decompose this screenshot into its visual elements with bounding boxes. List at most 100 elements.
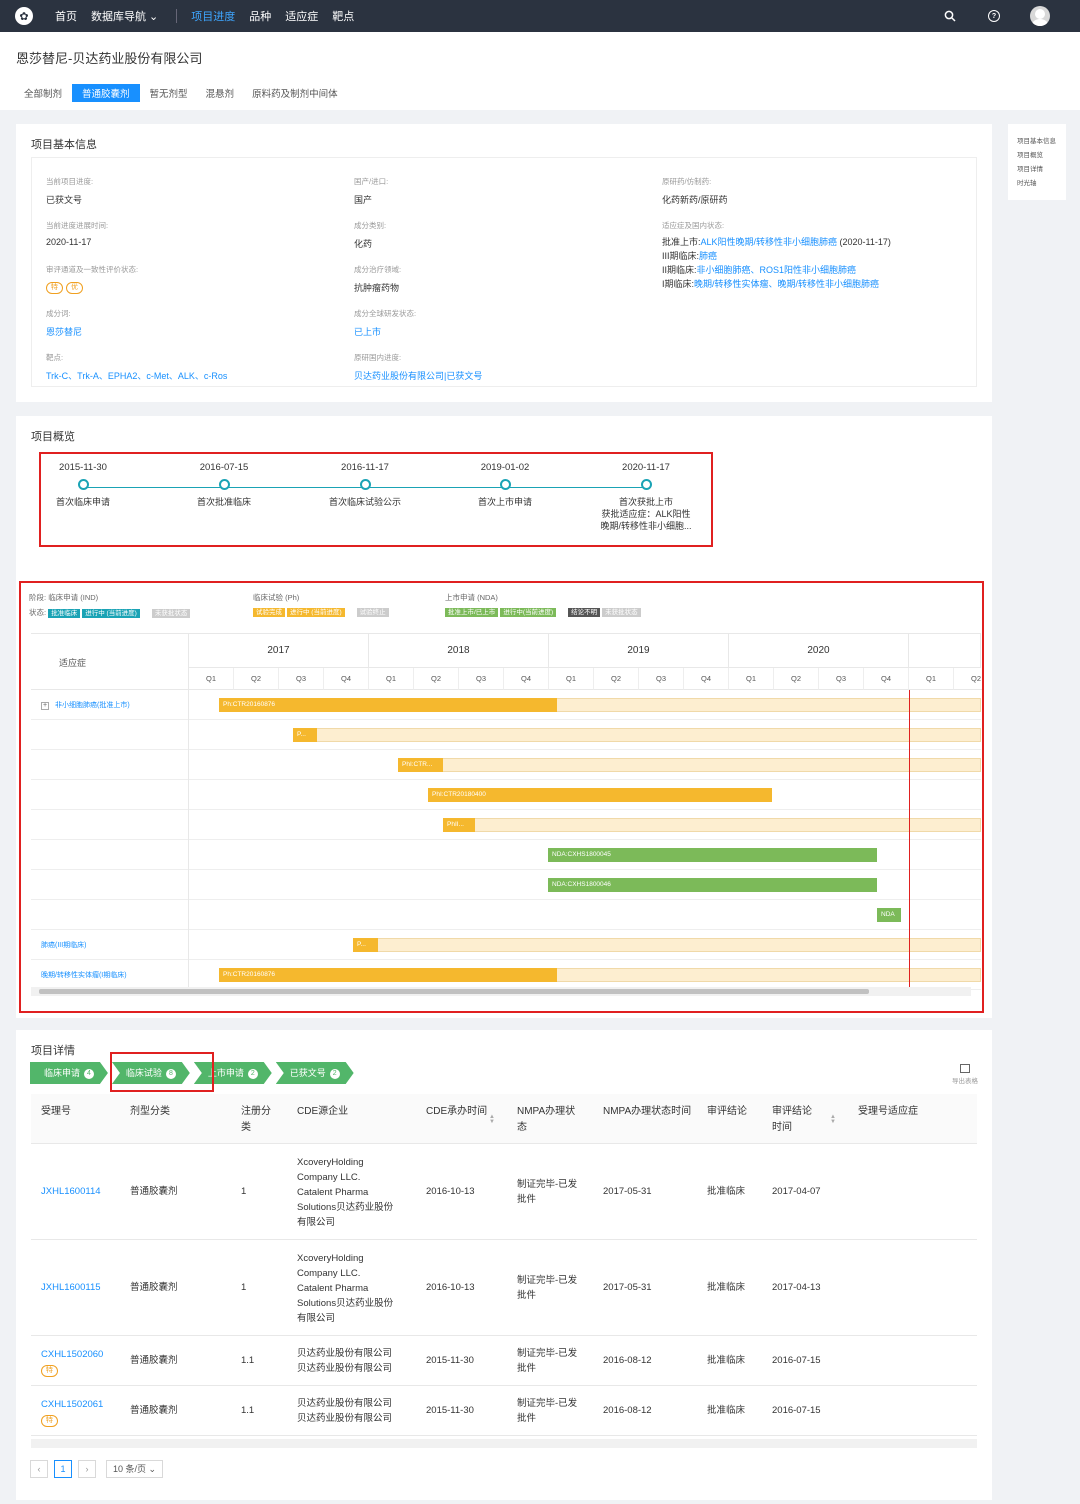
indication-link[interactable]: 晚期/转移性实体瘤、晚期/转移性非小细胞肺癌 xyxy=(694,279,880,289)
nav-home[interactable]: 首页 xyxy=(55,11,77,23)
detail-card: 项目详情 临床申请 4 临床试验 8 上市申请 2 已获文号 2 导出表格 受理号 剂型… xyxy=(16,1030,992,1500)
target-links[interactable]: Trk-C、Trk-A、EPHA2、c-Met、ALK、c-Ros xyxy=(46,371,228,381)
quarter-header: Q3 xyxy=(819,668,864,690)
step-approved[interactable]: 已获文号 2 xyxy=(276,1062,354,1084)
sort-icon[interactable]: ▲ ▼ xyxy=(830,1114,836,1125)
search-icon[interactable] xyxy=(944,10,956,22)
avatar[interactable] xyxy=(1030,6,1050,26)
anchor-basic[interactable]: 项目基本信息 xyxy=(1017,138,1056,145)
acceptance-number-link[interactable]: CXHL1502060 特 xyxy=(41,1347,103,1377)
nmpa-status-cell: 制证完毕-已发 批件 xyxy=(517,1348,578,1374)
field-label: 成分词: xyxy=(46,309,71,318)
gantt-header-indication: 适应症 xyxy=(31,634,189,690)
col-header: 审评结论 xyxy=(707,1106,747,1117)
table-header: 受理号 剂型分类 注册分类 CDE源企业 CDE承办时间 ▲ ▼ NMPA办理状态… xyxy=(31,1094,977,1144)
ingredient-link[interactable]: 恩莎替尼 xyxy=(46,327,83,337)
gantt-bar[interactable]: P... xyxy=(293,728,317,742)
registration-class-cell: 1.1 xyxy=(241,1355,255,1366)
tab-capsule[interactable]: 普通胶囊剂 xyxy=(72,84,140,102)
field-label: 成分全球研发状态: xyxy=(354,309,417,318)
highlight-box xyxy=(110,1052,214,1092)
tab-all[interactable]: 全部制剂 xyxy=(24,89,63,100)
legend-status-ph: 试验完成 进行中 (当前进度) 试验终止 xyxy=(253,607,391,617)
gantt-row-label[interactable]: + 非小细胞肺癌(批准上市) xyxy=(31,690,189,720)
indication-approved: 批准上市:ALK阳性晚期/转移性非小细胞肺癌 (2020-11-17) xyxy=(662,237,891,247)
quarter-header: Q2 xyxy=(594,668,639,690)
milestone-label: 首次上市申请 xyxy=(477,497,532,507)
gantt-row-label[interactable]: 肺癌(III期临床) xyxy=(31,930,189,960)
cde-date-cell: 2015-11-30 xyxy=(426,1405,474,1416)
nav-target[interactable]: 靶点 xyxy=(332,11,355,23)
gantt-bar-remaining xyxy=(293,728,981,742)
next-page-button[interactable]: › xyxy=(78,1460,96,1478)
col-header[interactable]: 审评结论时间 xyxy=(772,1106,812,1133)
anchor-timeline[interactable]: 时光轴 xyxy=(1017,180,1037,187)
prev-page-button[interactable]: ‹ xyxy=(30,1460,48,1478)
export-button[interactable]: 导出表格 xyxy=(952,1064,978,1085)
milestone-label: 首次获批上市 获批适应症：ALK阳性 晚期/转移性非小细胞... xyxy=(600,497,692,531)
step-ind[interactable]: 临床申请 4 xyxy=(30,1062,108,1084)
milestone-dot[interactable] xyxy=(77,479,89,490)
gantt-bar[interactable]: NDA:CXHS1800046 xyxy=(548,878,877,892)
horizontal-scrollbar[interactable] xyxy=(31,987,971,996)
page-1-button[interactable]: 1 xyxy=(54,1460,72,1478)
gantt-row-label[interactable]: 晚期/转移性实体瘤(I期临床) xyxy=(31,960,189,990)
gantt-bar[interactable]: PhI:CTR20180400 xyxy=(428,788,772,802)
section-title: 项目基本信息 xyxy=(31,139,97,151)
step-trial[interactable]: 临床试验 8 xyxy=(112,1062,190,1084)
sort-icon[interactable]: ▲ ▼ xyxy=(489,1114,495,1125)
milestone-dot[interactable] xyxy=(499,479,511,490)
review-date-cell: 2016-07-15 xyxy=(772,1355,821,1366)
milestone-label: 首次临床试验公示 xyxy=(328,497,401,507)
table-row: CXHL1502061 特 普通胶囊剂 1.1 贝达药业股份有限公司 贝达药业股份有限公司… xyxy=(31,1386,977,1436)
milestone: 2019-01-02 首次上市申请 xyxy=(435,454,575,508)
indication-link[interactable]: 肺癌 xyxy=(699,251,718,261)
table-scrollbar[interactable] xyxy=(31,1439,977,1448)
nav-database[interactable]: 数据库导航 ⌄ xyxy=(91,11,159,23)
orig-progress-link[interactable]: 贝达药业股份有限公司|已获文号 xyxy=(354,371,483,381)
nmpa-status-cell: 制证完毕-已发 批件 xyxy=(517,1179,578,1205)
tab-none[interactable]: 暂无剂型 xyxy=(149,89,188,100)
page-size-select[interactable]: 10 条/页 ⌄ xyxy=(106,1460,164,1478)
gantt-bar[interactable]: PhI:CTR... xyxy=(398,758,443,772)
gantt-bar[interactable]: P... xyxy=(353,938,378,952)
registration-class-cell: 1 xyxy=(241,1282,247,1293)
milestone-dot[interactable] xyxy=(640,479,652,490)
gantt-bar[interactable]: NDA xyxy=(877,908,901,922)
nav-variety[interactable]: 品种 xyxy=(249,11,272,23)
nav-indication[interactable]: 适应症 xyxy=(285,11,319,23)
gantt-row: P... xyxy=(31,720,981,750)
milestone-dot[interactable] xyxy=(218,479,230,490)
help-icon[interactable]: ? xyxy=(988,10,1000,22)
anchor-overview[interactable]: 项目概览 xyxy=(1017,152,1043,159)
tab-suspension[interactable]: 混悬剂 xyxy=(205,89,235,100)
dosage-tabs: 全部制剂 普通胶囊剂 暂无剂型 混悬剂 原料药及制剂中间体 xyxy=(24,84,356,102)
acceptance-number-link[interactable]: JXHL1600114 xyxy=(41,1186,101,1197)
gantt-bar-remaining xyxy=(443,818,981,832)
field-label: 成分类别: xyxy=(354,221,387,230)
milestone-label: 首次批准临床 xyxy=(196,497,251,507)
registration-class-cell: 1.1 xyxy=(241,1405,255,1416)
gantt-bar[interactable]: Ph:CTR20160876 xyxy=(219,968,557,982)
logo-icon[interactable]: ✿ xyxy=(15,7,33,25)
expand-icon[interactable]: + xyxy=(41,702,49,710)
nav-project-progress[interactable]: 项目进度 xyxy=(191,11,236,23)
gantt-row: NDA xyxy=(31,900,981,930)
scroll-thumb[interactable] xyxy=(39,989,869,994)
acceptance-number-link[interactable]: JXHL1600115 xyxy=(41,1282,101,1293)
col-header[interactable]: CDE承办时间 xyxy=(426,1106,488,1117)
tab-api[interactable]: 原料药及制剂中间体 xyxy=(252,89,338,100)
gantt-bar[interactable]: Ph:CTR20160876 xyxy=(219,698,557,712)
gantt-row-label xyxy=(31,840,189,870)
indication-link[interactable]: ALK阳性晚期/转移性非小细胞肺癌 xyxy=(700,237,838,247)
gantt-table: 适应症 2017 2018 2019 2020 Q1 Q2 Q3 Q4 Q1 Q2 Q3 Q4… xyxy=(31,633,982,996)
review-date-cell: 2017-04-07 xyxy=(772,1186,821,1197)
indication-link[interactable]: 非小细胞肺癌、ROS1阳性非小细胞肺癌 xyxy=(696,265,857,275)
anchor-detail[interactable]: 项目详情 xyxy=(1017,166,1043,173)
gantt-bar[interactable]: PhII... xyxy=(443,818,475,832)
gantt-bar[interactable]: NDA:CXHS1800045 xyxy=(548,848,877,862)
field-indications: 适应症及国内状态: 批准上市:ALK阳性晚期/转移性非小细胞肺癌 (2020-1… xyxy=(662,220,891,291)
milestone-dot[interactable] xyxy=(359,479,371,490)
global-status-link[interactable]: 已上市 xyxy=(354,327,382,337)
acceptance-number-link[interactable]: CXHL1502061 特 xyxy=(41,1397,103,1427)
